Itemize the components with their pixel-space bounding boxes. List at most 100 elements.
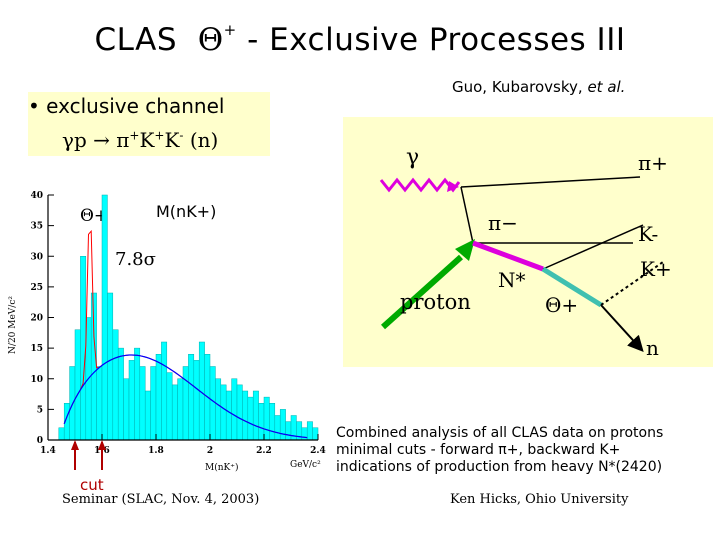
histogram-bar bbox=[274, 415, 281, 441]
authors-line: Guo, Kubarovsky, et al. bbox=[452, 78, 625, 96]
reaction-diagram: γ π+ π− K- K+ N* proton Θ+ n bbox=[379, 145, 672, 360]
photon-arrowhead-icon bbox=[447, 181, 459, 192]
histogram-bar bbox=[134, 347, 141, 441]
reaction-sup2: + bbox=[154, 128, 165, 143]
histogram-bar bbox=[155, 354, 162, 441]
y-tick-label: 15 bbox=[30, 344, 43, 354]
channel-box bbox=[28, 92, 270, 156]
pi-minus-label: π− bbox=[488, 211, 518, 235]
histogram-bar bbox=[182, 366, 189, 441]
histogram-bar bbox=[58, 427, 65, 441]
title-rest: - Exclusive Processes III bbox=[236, 22, 626, 58]
note-line-2: minimal cuts - forward π+, backward K+ bbox=[336, 442, 621, 458]
mass-label: M(nK+) bbox=[156, 202, 216, 221]
title-prefix: CLAS bbox=[94, 22, 178, 58]
reaction-sup1: + bbox=[129, 128, 140, 143]
histogram-bar bbox=[269, 403, 276, 441]
cut-arrowhead-icon bbox=[71, 440, 79, 450]
y-tick-label: 40 bbox=[30, 191, 43, 201]
y-tick-label: 25 bbox=[30, 283, 43, 293]
photon-line bbox=[379, 177, 461, 193]
footer-author: Ken Hicks, Ohio University bbox=[450, 492, 629, 507]
nstar-label: N* bbox=[498, 268, 526, 292]
significance-label: 7.8σ bbox=[115, 249, 156, 270]
k-plus-label: K+ bbox=[640, 257, 672, 281]
histogram-bar bbox=[90, 292, 97, 441]
histogram-bar bbox=[166, 372, 173, 441]
x-tick-label: 2.4 bbox=[310, 446, 326, 456]
histogram-bar bbox=[301, 427, 308, 441]
histogram-bar bbox=[107, 292, 114, 441]
histogram-bar bbox=[258, 403, 265, 441]
y-tick-label: 30 bbox=[30, 252, 43, 262]
diagram-box bbox=[343, 117, 713, 367]
histogram-bar bbox=[161, 341, 168, 441]
k-plus-line bbox=[600, 261, 664, 306]
histogram-bar bbox=[263, 396, 270, 441]
cut-arrowhead-icon bbox=[98, 440, 106, 450]
histogram-bar bbox=[236, 384, 243, 441]
histogram-bar bbox=[188, 354, 195, 441]
histogram-bar bbox=[279, 409, 286, 441]
analysis-notes: Combined analysis of all CLAS data on pr… bbox=[336, 425, 663, 476]
x-tick-label: 2.2 bbox=[256, 446, 272, 456]
histogram-bar bbox=[171, 384, 178, 441]
footer-seminar: Seminar (SLAC, Nov. 4, 2003) bbox=[62, 492, 260, 507]
histogram-bar bbox=[96, 366, 103, 441]
histogram-bar bbox=[285, 421, 292, 441]
cut-label: cut bbox=[80, 476, 104, 494]
x-tick-label: 1.8 bbox=[148, 446, 164, 456]
reaction-k2: K bbox=[164, 128, 180, 152]
title-theta: Θ bbox=[197, 22, 224, 58]
histogram-bar bbox=[225, 390, 232, 441]
x-tick-label: 2 bbox=[207, 446, 213, 456]
y-tick-label: 5 bbox=[37, 405, 43, 415]
proton-arrowhead-icon bbox=[455, 239, 475, 261]
histogram-bar bbox=[74, 329, 81, 441]
histogram-bar bbox=[128, 360, 135, 441]
reaction-sup3: - bbox=[179, 128, 184, 143]
histogram-bar bbox=[220, 384, 227, 441]
proton-label: proton bbox=[400, 290, 471, 314]
channel-reaction: γp → π+K+K- (n) bbox=[62, 128, 218, 152]
x-axis-unit: GeV/c² bbox=[290, 460, 321, 470]
background-fit-curve bbox=[63, 354, 308, 439]
reaction-main: γp → π bbox=[62, 128, 130, 152]
authors-names: Guo, Kubarovsky, bbox=[452, 78, 588, 96]
reaction-tail: (n) bbox=[183, 128, 219, 152]
histogram-bar bbox=[177, 378, 184, 441]
y-axis-label: N/20 MeV/c² bbox=[8, 296, 18, 354]
theta-plus-label: Θ+ bbox=[545, 293, 578, 317]
proton-line bbox=[380, 254, 464, 330]
histogram-bar bbox=[193, 360, 200, 441]
neutron-label: n bbox=[646, 336, 659, 360]
reaction-k: K bbox=[139, 128, 155, 152]
histogram-bar bbox=[123, 378, 130, 441]
theta-peak-label: Θ+ bbox=[80, 206, 108, 226]
authors-etal: et al. bbox=[587, 78, 626, 96]
histogram-bar bbox=[150, 366, 157, 441]
neutron-line bbox=[600, 304, 644, 352]
title-theta-sup: + bbox=[223, 20, 237, 39]
y-tick-label: 0 bbox=[37, 436, 43, 446]
histogram-bar bbox=[252, 390, 259, 441]
y-tick-label: 10 bbox=[30, 375, 43, 385]
histogram-bar bbox=[312, 427, 319, 441]
pi-plus-label: π+ bbox=[638, 151, 668, 175]
histogram-bar bbox=[80, 256, 87, 441]
note-line-1: Combined analysis of all CLAS data on pr… bbox=[336, 425, 664, 441]
histogram-bar bbox=[231, 378, 238, 441]
y-tick-label: 35 bbox=[30, 222, 43, 232]
x-tick-label: 1.4 bbox=[40, 446, 56, 456]
slide-title: CLAS Θ+ - Exclusive Processes III bbox=[0, 20, 720, 58]
exchange-line bbox=[460, 186, 474, 244]
note-line-3: indications of production from heavy N*(… bbox=[336, 459, 663, 475]
histogram-bar bbox=[306, 421, 313, 441]
histogram-bar bbox=[112, 329, 119, 441]
histogram-bar bbox=[139, 366, 146, 441]
mass-histogram: N/20 MeV/c² Θ+ M(nK+) 7.8σ M(nK⁺) GeV/c²… bbox=[8, 191, 326, 473]
histogram-bar bbox=[247, 396, 254, 441]
k-minus-label: K- bbox=[638, 222, 658, 246]
x-axis-label: M(nK⁺) bbox=[205, 462, 239, 473]
nstar-line bbox=[472, 240, 544, 272]
